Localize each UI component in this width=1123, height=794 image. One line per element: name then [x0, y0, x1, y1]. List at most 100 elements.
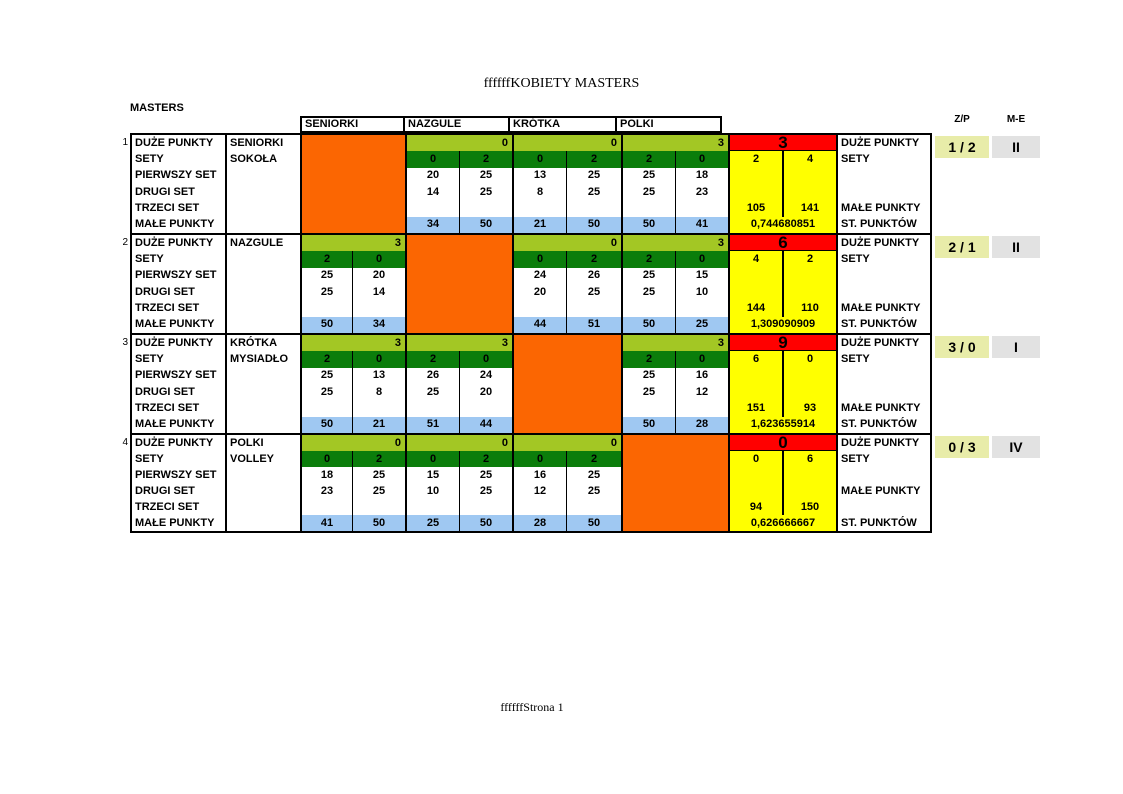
- set-score-left: 25: [300, 284, 352, 301]
- zp-value: 2 / 1: [935, 236, 989, 258]
- me-rank-value: II: [992, 236, 1040, 258]
- row-label-male-punkty: MAŁE PUNKTY: [135, 218, 215, 231]
- set-score-left: 20: [512, 284, 566, 301]
- right-label-male-punkty: MAŁE PUNKTY: [836, 300, 930, 317]
- set-score-right: [566, 300, 621, 317]
- set-score-right: [352, 400, 405, 417]
- team-col-spacer: [225, 416, 300, 433]
- row-label-set: TRZECI SET: [135, 401, 200, 414]
- me-rank-value: IV: [992, 436, 1040, 458]
- total-duze-punkty: 3: [728, 135, 836, 152]
- set-score-right: [675, 400, 728, 417]
- set-score-left: [621, 200, 675, 217]
- duze-punkty-value: 3: [621, 335, 728, 352]
- sety-value-right: 2: [352, 451, 405, 467]
- set-score-right: 25: [566, 284, 621, 301]
- column-header-nazgule: NAZGULE: [403, 116, 510, 133]
- right-label-male-punkty: MAŁE PUNKTY: [836, 400, 930, 417]
- right-label-male-punkty: [836, 267, 930, 284]
- row-label-sety: SETY: [135, 452, 164, 465]
- sety-value-right: 2: [459, 451, 512, 467]
- set-score-left: [405, 400, 459, 417]
- right-label-duze-punkty: DUŻE PUNKTY: [836, 335, 930, 352]
- total-spacer: [782, 284, 836, 301]
- total-sety-lost: 2: [782, 251, 836, 268]
- column-header-polki: POLKI: [615, 116, 722, 133]
- row-number: 4: [122, 437, 128, 448]
- set-score-right: [352, 300, 405, 317]
- set-score-right: 25: [459, 483, 512, 499]
- set-score-left: [300, 400, 352, 417]
- total-male-punkty-won: 105: [728, 200, 782, 217]
- total-sety-won: 2: [728, 151, 782, 168]
- total-sety-lost: 4: [782, 151, 836, 168]
- set-score-left: 12: [512, 483, 566, 499]
- right-label-duze-punkty: DUŻE PUNKTY: [836, 135, 930, 152]
- duze-punkty-value: 0: [300, 435, 405, 451]
- row-label-male-punkty: MAŁE PUNKTY: [135, 318, 215, 331]
- zp-column-header: Z/P: [954, 114, 970, 125]
- sety-value-left: 2: [300, 351, 352, 368]
- set-score-right: [352, 499, 405, 515]
- team-col-spacer: [225, 400, 300, 417]
- set-score-right: 20: [352, 267, 405, 284]
- set-score-right: 13: [352, 367, 405, 384]
- right-label-male-punkty: [836, 284, 930, 301]
- total-male-punkty-won: 151: [728, 400, 782, 417]
- me-rank-value: I: [992, 336, 1040, 358]
- set-score-left: [621, 300, 675, 317]
- self-match-cell: [621, 435, 728, 531]
- team-block-4: DUŻE PUNKTY POLKI 0 0 0 0 DUŻE PUNKTY SETY VOLLE…: [130, 433, 932, 533]
- team-name-line1: KRÓTKA: [225, 335, 300, 352]
- right-label-st-punktow: ST. PUNKTÓW: [836, 316, 930, 333]
- zp-value: 1 / 2: [935, 136, 989, 158]
- set-score-right: 25: [352, 467, 405, 483]
- set-score-right: [566, 200, 621, 217]
- male-punkty-right: 41: [675, 216, 728, 233]
- duze-punkty-value: 0: [405, 435, 512, 451]
- team-name-line2: MYSIADŁO: [225, 351, 300, 368]
- set-score-right: 25: [352, 483, 405, 499]
- total-sety-lost: 6: [782, 451, 836, 467]
- me-column-header: M-E: [1006, 114, 1026, 125]
- row-label-set: TRZECI SET: [135, 301, 200, 314]
- set-score-left: 26: [405, 367, 459, 384]
- self-match-cell: [405, 235, 512, 333]
- total-spacer: [782, 184, 836, 201]
- team-col-spacer: [225, 284, 300, 301]
- points-ratio: 1,623655914: [728, 416, 836, 433]
- total-male-punkty-lost: 93: [782, 400, 836, 417]
- total-duze-punkty: 0: [728, 435, 836, 451]
- set-score-right: [675, 300, 728, 317]
- total-spacer: [782, 384, 836, 401]
- sety-value-left: 0: [512, 451, 566, 467]
- total-spacer: [728, 167, 782, 184]
- total-spacer: [782, 367, 836, 384]
- team-name-line1: SENIORKI: [225, 135, 300, 152]
- sety-value-right: 0: [352, 351, 405, 368]
- total-duze-punkty: 6: [728, 235, 836, 252]
- male-punkty-left: 44: [512, 316, 566, 333]
- right-label-male-punkty: [836, 184, 930, 201]
- total-spacer: [782, 467, 836, 483]
- male-punkty-left: 28: [512, 515, 566, 531]
- set-score-right: 25: [459, 184, 512, 201]
- set-score-left: 18: [300, 467, 352, 483]
- set-score-left: 25: [621, 284, 675, 301]
- team-col-spacer: [225, 367, 300, 384]
- set-score-right: 25: [566, 184, 621, 201]
- row-label-set: TRZECI SET: [135, 201, 200, 214]
- total-sety-won: 4: [728, 251, 782, 268]
- male-punkty-right: 50: [566, 515, 621, 531]
- total-male-punkty-won: 94: [728, 499, 782, 515]
- team-col-spacer: [225, 184, 300, 201]
- set-score-left: [512, 200, 566, 217]
- duze-punkty-value: 0: [512, 435, 621, 451]
- sety-value-left: 2: [405, 351, 459, 368]
- masters-label: MASTERS: [130, 102, 184, 114]
- points-ratio: 0,626666667: [728, 515, 836, 531]
- right-label-male-punkty: [836, 499, 930, 515]
- team-col-spacer: [225, 515, 300, 531]
- total-spacer: [728, 284, 782, 301]
- set-score-left: [405, 499, 459, 515]
